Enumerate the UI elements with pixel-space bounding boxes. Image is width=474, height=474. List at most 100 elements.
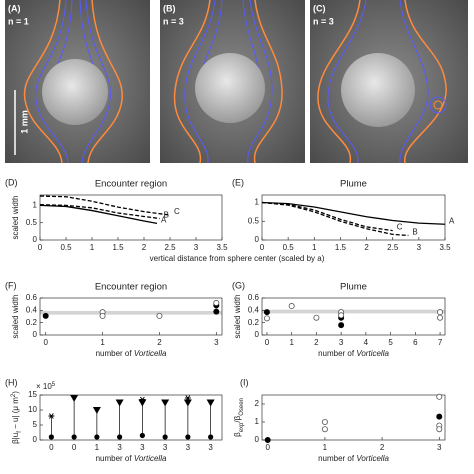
y-tick-label: 0.6	[248, 293, 260, 302]
point	[436, 393, 443, 400]
y-tick-label: 1	[255, 417, 260, 426]
y-tick-label: 15	[28, 390, 37, 399]
x-tick-label: 0	[49, 443, 54, 452]
y-tick-label: 0	[33, 235, 38, 244]
y-tick-label: 0.4	[248, 305, 260, 314]
point	[213, 308, 220, 315]
x-tick-label: 3.5	[216, 243, 228, 252]
x-tick-label: 2	[157, 338, 162, 347]
point	[264, 436, 271, 443]
circle-marker	[162, 434, 168, 440]
point	[288, 303, 295, 310]
x-axis-label-part: number of	[318, 454, 356, 463]
x-axis-label-part: Vorticella	[134, 454, 167, 463]
point	[263, 315, 270, 322]
panel-label: (F)	[5, 280, 17, 290]
circle-marker	[139, 432, 145, 439]
y-axis-label-part: )	[11, 391, 20, 394]
x-tick-label: 5	[388, 338, 393, 347]
x-tick-label: 0	[38, 243, 43, 252]
x-tick-label: 2.5	[387, 243, 399, 252]
plot-frame	[261, 394, 446, 441]
y-tick-label: 0.5	[248, 216, 260, 225]
y-axis-label-part: β|u	[11, 433, 20, 444]
line	[261, 201, 409, 237]
x-axis-label-part: number of	[318, 349, 356, 358]
x-axis-label-part: Vorticella	[134, 349, 167, 358]
axis-multiplier-part: × 10	[36, 382, 52, 391]
image-b	[160, 0, 305, 164]
x-tick-label: 3	[140, 443, 145, 452]
y-axis-label-part: β	[233, 432, 242, 437]
circle-marker	[71, 434, 77, 440]
y-axis-label-part: exp	[239, 422, 245, 432]
star-marker	[139, 396, 146, 403]
scale-bar-label: 1 mm	[19, 110, 29, 134]
x-tick-label: 2	[380, 443, 385, 452]
image-label: (C)	[313, 3, 326, 13]
y-tick-label: 0	[33, 330, 38, 339]
y-axis-label-part: f	[17, 431, 23, 433]
y-tick-label: 0.2	[248, 318, 260, 327]
x-tick-label: 1	[323, 443, 328, 452]
x-tick-label: 3.5	[439, 243, 451, 252]
triangle-marker	[115, 399, 124, 407]
x-axis-label-part: Vorticella	[356, 454, 389, 463]
point	[321, 418, 328, 425]
panel-label: (H)	[5, 377, 18, 387]
line	[39, 204, 160, 220]
y-axis-label: scaled width	[11, 195, 20, 239]
point	[263, 309, 270, 316]
y-tick-label: 0	[255, 330, 260, 339]
panel-label: (D)	[5, 177, 18, 187]
x-tick-label: 0	[265, 338, 270, 347]
x-tick-label: 1	[100, 338, 105, 347]
plot-frame	[261, 297, 446, 336]
band	[262, 309, 445, 314]
point	[313, 314, 320, 321]
circle-marker	[117, 434, 123, 440]
y-tick-label: 1	[255, 198, 260, 207]
y-tick-label: 2	[255, 399, 260, 408]
y-tick-label: 0	[33, 435, 38, 444]
image-n: n = 1	[8, 16, 29, 26]
image-c	[310, 0, 468, 164]
y-tick-label: 0.4	[26, 305, 38, 314]
x-axis-label: number of Vorticella	[318, 349, 389, 358]
image-n: n = 3	[313, 16, 334, 26]
x-axis-label-part: Vorticella	[356, 349, 389, 358]
point	[338, 312, 345, 319]
point	[436, 426, 443, 433]
x-tick-label: 1	[312, 243, 317, 252]
y-tick-label: 0.5	[26, 218, 38, 227]
y-tick-label: 10	[28, 405, 37, 414]
triangle-marker	[70, 395, 79, 402]
y-axis-label: scaled width	[233, 294, 242, 338]
x-tick-label: 1.5	[335, 243, 347, 252]
chart-title: Encounter region	[95, 179, 167, 190]
plot-frame	[39, 297, 223, 336]
x-tick-label: 2	[142, 243, 147, 252]
y-axis-label-part: 2	[11, 393, 17, 397]
plot-frame	[261, 194, 446, 241]
y-tick-label: 1	[33, 200, 38, 209]
point	[437, 309, 444, 316]
x-tick-label: 3	[214, 338, 219, 347]
point	[437, 314, 444, 321]
triangle-marker	[183, 399, 192, 407]
x-tick-label: 1.5	[112, 243, 124, 252]
x-tick-label: 2	[364, 243, 369, 252]
x-tick-label: 0	[72, 443, 77, 452]
point	[42, 312, 49, 319]
y-tick-label: 0.6	[26, 293, 38, 302]
series-label: C	[174, 207, 180, 216]
y-axis-label-part: Oseen	[239, 398, 245, 416]
x-tick-label: 1	[95, 443, 100, 452]
circle-marker	[208, 434, 214, 440]
x-tick-label: 7	[438, 338, 443, 347]
series-label: A	[449, 216, 455, 225]
x-tick-label: 3	[186, 443, 191, 452]
x-tick-label: 0	[260, 243, 265, 252]
y-axis-label-part: /β	[233, 415, 242, 422]
x-tick-label: 2	[314, 338, 319, 347]
